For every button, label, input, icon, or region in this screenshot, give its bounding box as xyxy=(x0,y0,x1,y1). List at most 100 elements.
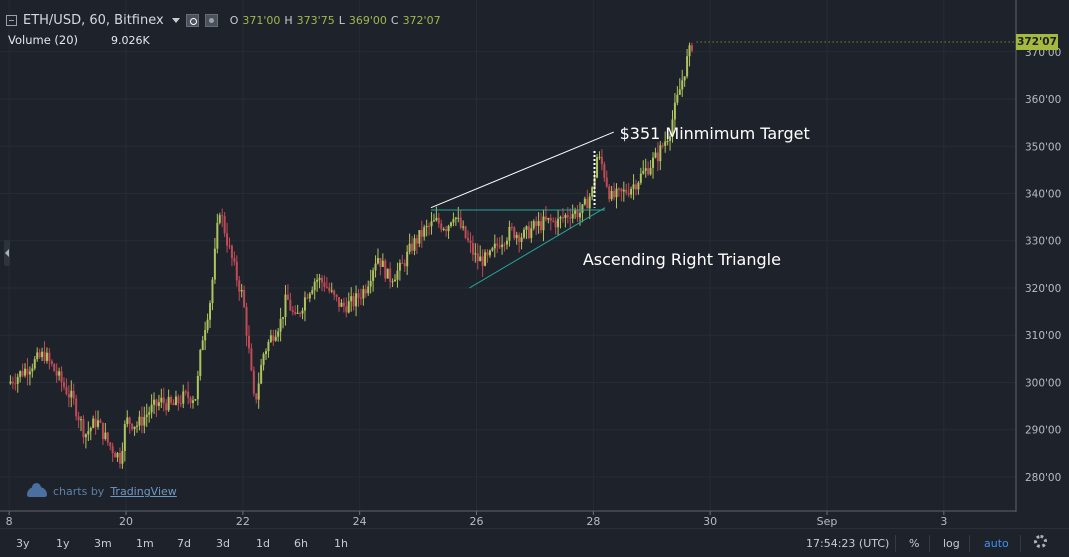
range-3y-button[interactable]: 3y xyxy=(16,537,30,550)
candle-down xyxy=(170,397,173,403)
candle-up xyxy=(588,196,591,209)
candle-down xyxy=(608,186,611,200)
range-1h-button[interactable]: 1h xyxy=(334,537,348,550)
low-key: L xyxy=(338,13,345,27)
symbol-dropdown-icon[interactable] xyxy=(171,17,180,23)
candle-up xyxy=(274,336,277,341)
grid-layer xyxy=(0,0,1016,512)
range-1y-button[interactable]: 1y xyxy=(56,537,70,550)
candle-down xyxy=(255,393,258,400)
candle-down xyxy=(411,243,414,251)
candle-down xyxy=(172,402,175,406)
candle-up xyxy=(632,184,635,189)
chart-settings-gear-icon[interactable] xyxy=(1034,535,1047,548)
symbol-visibility-icon[interactable] xyxy=(185,13,199,27)
candle-up xyxy=(84,434,87,438)
log-scale-toggle[interactable]: log xyxy=(943,537,960,550)
candle-down xyxy=(605,177,608,187)
percent-scale-toggle[interactable]: % xyxy=(909,537,920,550)
range-1m-button[interactable]: 1m xyxy=(136,537,154,550)
candle-up xyxy=(265,351,268,355)
candle-up xyxy=(92,418,95,429)
candle-up xyxy=(355,293,358,307)
volume-legend: Volume (20) 9.026K xyxy=(8,32,150,48)
target-annotation[interactable]: $351 Minmimum Target xyxy=(619,124,810,144)
candle-down xyxy=(11,381,14,384)
candle-up xyxy=(532,221,535,229)
candle-down xyxy=(299,312,302,314)
candle-up xyxy=(196,375,199,400)
toolbar-divider xyxy=(969,535,970,552)
ohlc-readout: O 371'00 H 373'75 L 369'00 C 372'07 xyxy=(230,14,441,27)
candle-down xyxy=(428,226,431,228)
candle-down xyxy=(328,287,331,291)
candle-up xyxy=(204,329,207,341)
candle-down xyxy=(286,294,289,300)
y-tick-label: 290'00 xyxy=(1025,425,1061,437)
candle-down xyxy=(437,217,440,224)
candle-up xyxy=(523,229,526,238)
range-3d-button[interactable]: 3d xyxy=(216,537,230,550)
triangle-support-line xyxy=(469,207,606,289)
candle-down xyxy=(617,188,620,190)
candle-up xyxy=(637,182,640,190)
candle-down xyxy=(535,221,538,226)
candle-down xyxy=(389,268,392,282)
collapse-icon[interactable] xyxy=(6,14,17,26)
candle-up xyxy=(493,243,496,249)
candle-up xyxy=(260,365,263,384)
candle-up xyxy=(406,251,409,267)
candle-up xyxy=(308,293,311,299)
candle-down xyxy=(467,237,470,241)
candle-up xyxy=(396,270,399,280)
candle-down xyxy=(38,352,41,358)
candle-up xyxy=(296,312,299,314)
candle-down xyxy=(320,277,323,283)
range-1d-button[interactable]: 1d xyxy=(256,537,270,550)
range-7d-button[interactable]: 7d xyxy=(177,537,191,550)
auto-scale-toggle[interactable]: auto xyxy=(984,537,1009,550)
candle-up xyxy=(313,281,316,291)
candle-up xyxy=(581,204,584,213)
range-3m-button[interactable]: 3m xyxy=(94,537,112,550)
candle-up xyxy=(182,391,185,404)
utc-clock[interactable]: 17:54:23 (UTC) xyxy=(806,537,890,550)
candle-down xyxy=(576,210,579,218)
candle-down xyxy=(128,417,131,424)
candle-up xyxy=(87,431,90,435)
candle-up xyxy=(652,157,655,168)
volume-study-label[interactable]: Volume (20) xyxy=(8,33,79,47)
watermark-brand-link[interactable]: TradingView xyxy=(110,485,177,498)
range-6h-button[interactable]: 6h xyxy=(294,537,308,550)
candle-down xyxy=(476,253,479,262)
candle-up xyxy=(596,157,599,178)
tradingview-watermark[interactable]: charts by TradingView xyxy=(27,482,177,498)
candle-up xyxy=(31,368,34,372)
candle-up xyxy=(435,217,438,221)
x-tick-label: 30 xyxy=(703,515,717,528)
symbol-title[interactable]: ETH/USD, 60, Bitfinex xyxy=(23,12,164,28)
candle-up xyxy=(277,331,280,337)
collapse-sidebar-icon[interactable] xyxy=(4,240,10,266)
symbol-settings-icon[interactable] xyxy=(204,13,218,27)
candle-down xyxy=(230,245,233,259)
candle-up xyxy=(649,167,652,175)
candle-down xyxy=(634,184,637,190)
pattern-annotation[interactable]: Ascending Right Triangle xyxy=(582,249,781,269)
candle-up xyxy=(301,310,304,314)
candle-down xyxy=(359,297,362,299)
candle-up xyxy=(138,416,141,426)
candle-up xyxy=(104,432,107,439)
target-projection-line xyxy=(430,131,614,209)
candle-down xyxy=(53,364,56,372)
candle-down xyxy=(415,238,418,244)
candle-up xyxy=(666,140,669,142)
candle-up xyxy=(19,371,22,377)
candle-up xyxy=(206,319,209,330)
candle-up xyxy=(484,252,487,266)
candle-down xyxy=(549,218,552,221)
candle-up xyxy=(116,452,119,458)
